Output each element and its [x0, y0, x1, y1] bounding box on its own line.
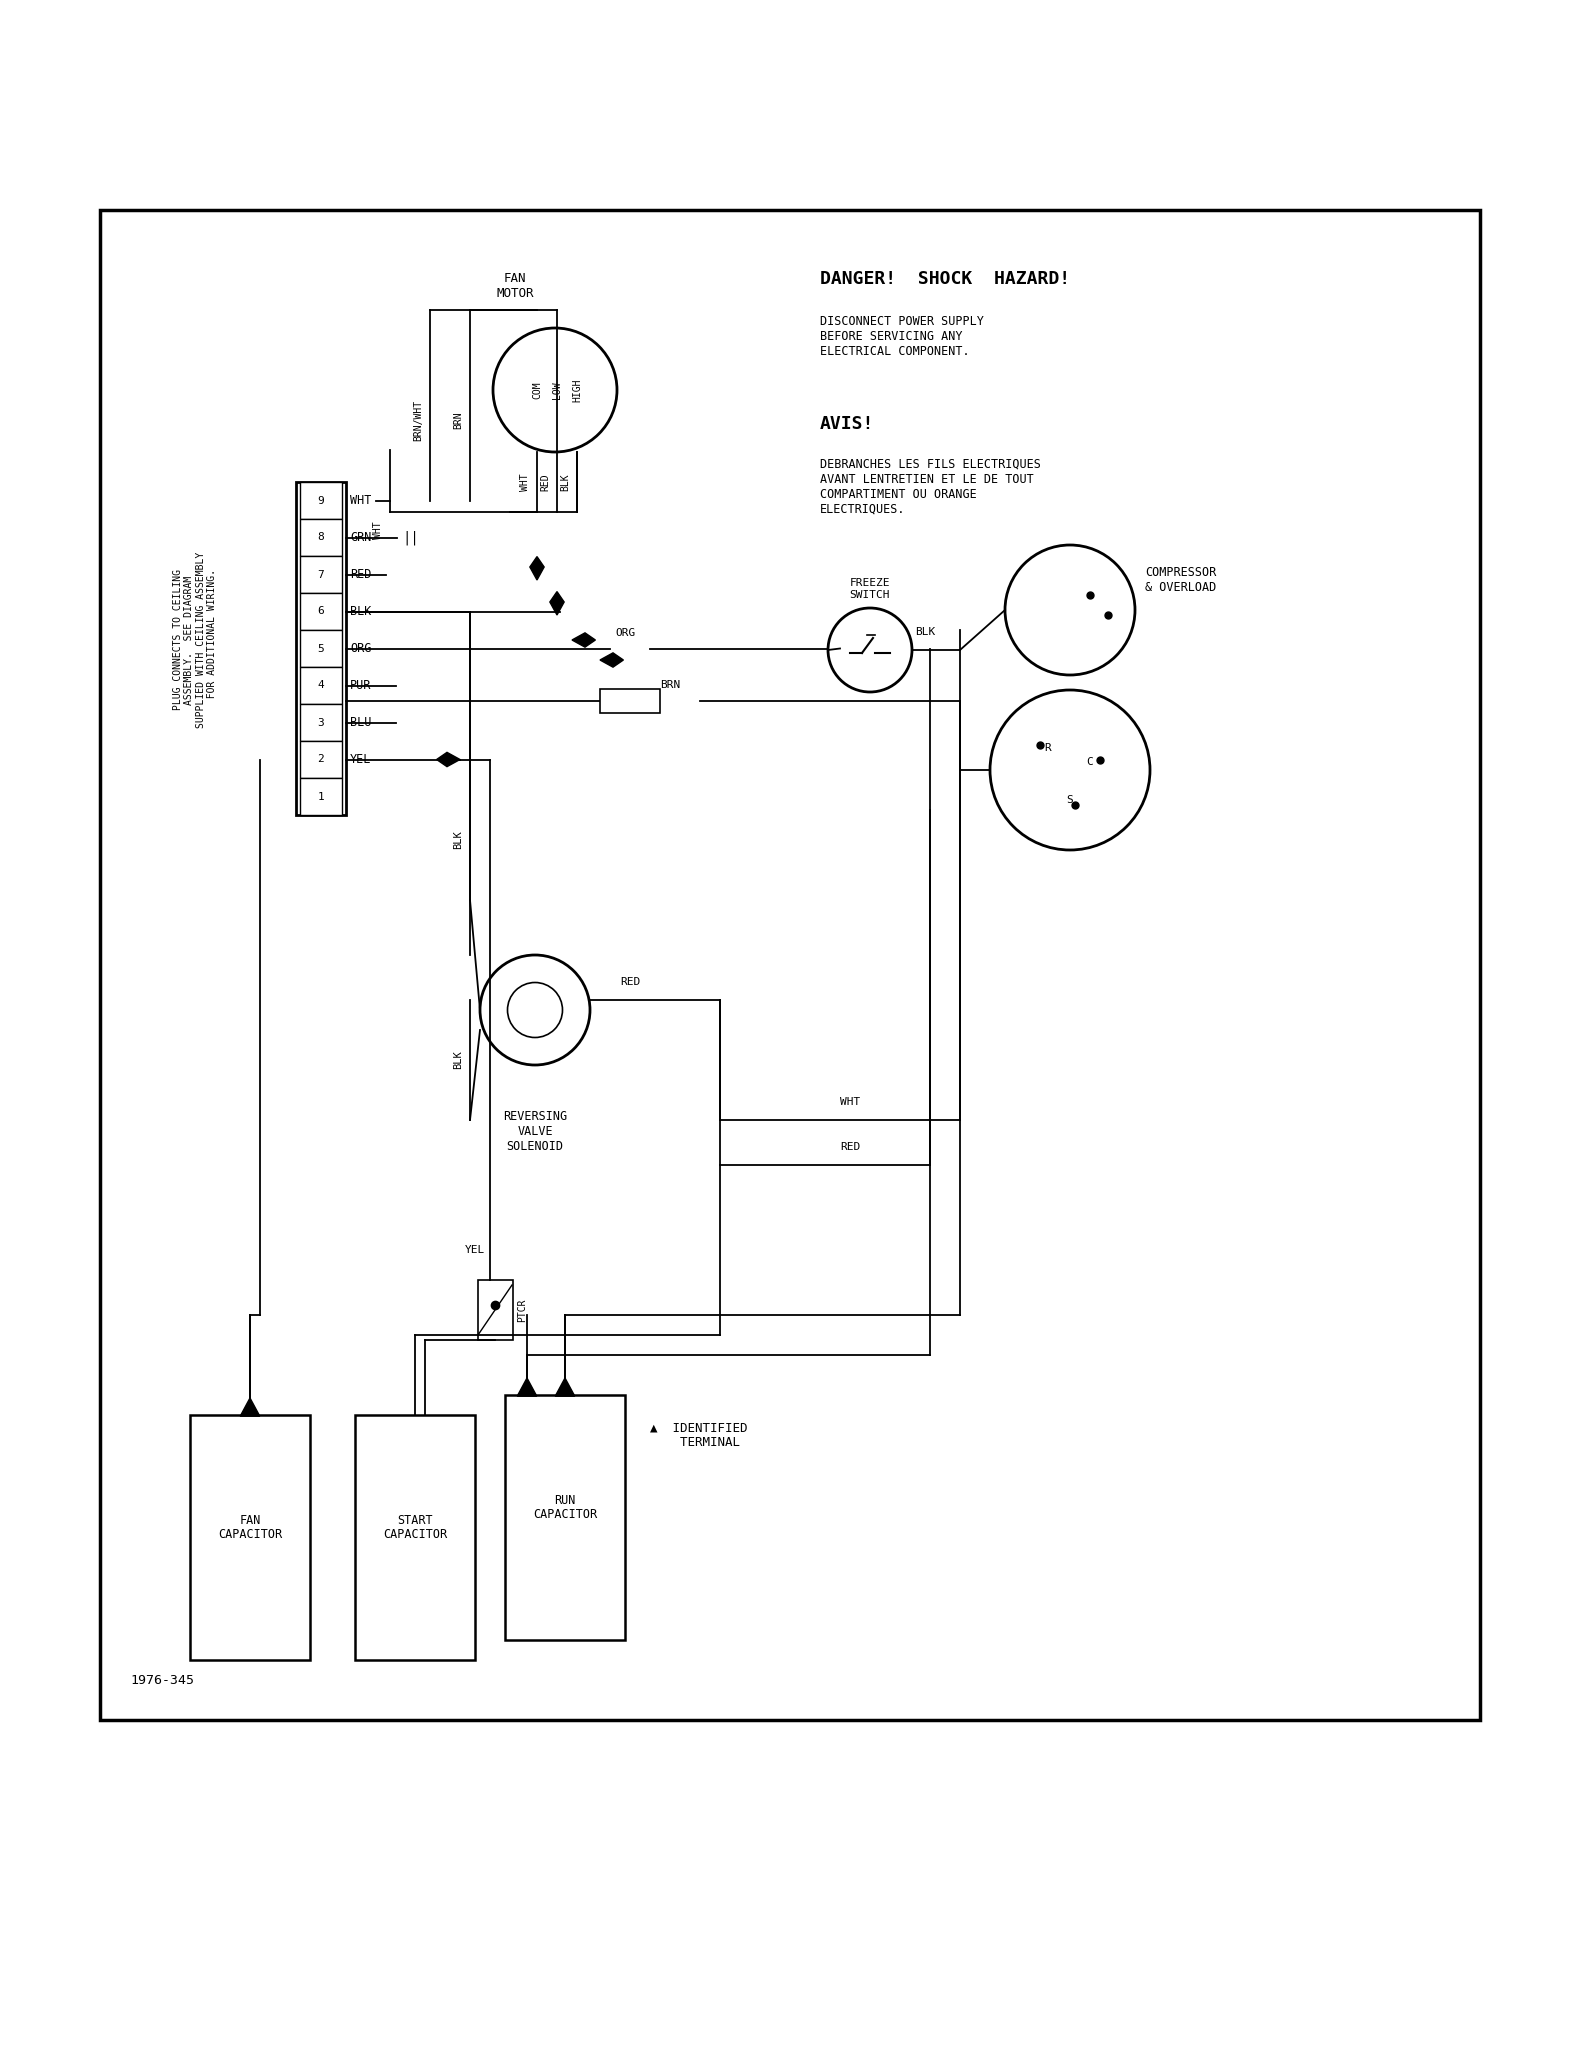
Text: R: R: [1045, 743, 1051, 754]
Bar: [301, 594, 342, 631]
Circle shape: [508, 983, 562, 1038]
Bar: [301, 481, 342, 518]
Text: ORG: ORG: [616, 629, 635, 639]
Text: FAN
MOTOR: FAN MOTOR: [495, 272, 533, 299]
Text: 9: 9: [318, 496, 325, 506]
Polygon shape: [556, 1378, 575, 1397]
Polygon shape: [549, 592, 564, 614]
Text: PTCR: PTCR: [518, 1298, 527, 1321]
Bar: [301, 555, 342, 594]
Text: RED: RED: [621, 977, 640, 987]
Polygon shape: [530, 557, 545, 580]
Bar: [600, 688, 660, 713]
Text: 8: 8: [318, 532, 325, 543]
Bar: [190, 1415, 310, 1661]
Bar: [296, 481, 347, 815]
Text: 4: 4: [318, 680, 325, 690]
Text: 5: 5: [318, 643, 325, 653]
Bar: [301, 741, 342, 778]
Bar: [100, 211, 1480, 1720]
Bar: [301, 631, 342, 668]
Text: BLK: BLK: [453, 1051, 462, 1069]
Text: START
CAPACITOR: START CAPACITOR: [383, 1513, 446, 1542]
Text: FREEZE
SWITCH: FREEZE SWITCH: [850, 578, 890, 600]
Polygon shape: [571, 633, 595, 647]
Text: C: C: [1086, 758, 1094, 768]
Circle shape: [1005, 545, 1135, 676]
Polygon shape: [600, 653, 624, 668]
Text: BLK: BLK: [560, 473, 570, 492]
Circle shape: [492, 328, 617, 453]
Text: COMPRESSOR
& OVERLOAD: COMPRESSOR & OVERLOAD: [1145, 565, 1216, 594]
Text: YEL: YEL: [465, 1245, 484, 1255]
Text: RUN
CAPACITOR: RUN CAPACITOR: [533, 1493, 597, 1522]
Polygon shape: [518, 1378, 537, 1397]
Text: 7: 7: [318, 569, 325, 580]
Text: WHT: WHT: [841, 1098, 860, 1108]
Text: RED: RED: [350, 567, 372, 582]
Text: PUR: PUR: [350, 680, 372, 692]
Bar: [301, 778, 342, 815]
Text: AVIS!: AVIS!: [820, 416, 874, 432]
Text: BLK: BLK: [350, 604, 372, 618]
Text: GRN: GRN: [350, 530, 372, 545]
Text: WHT: WHT: [350, 494, 372, 508]
Circle shape: [989, 690, 1149, 850]
Text: HIGH: HIGH: [571, 379, 583, 401]
Text: BLK: BLK: [915, 627, 936, 637]
Text: RED: RED: [540, 473, 549, 492]
Text: COM: COM: [532, 381, 541, 399]
Text: YEL: YEL: [350, 754, 372, 766]
Text: 3: 3: [318, 717, 325, 727]
Text: WHT: WHT: [519, 473, 530, 492]
Text: BRN/WHT: BRN/WHT: [413, 399, 423, 440]
Text: REVERSING
VALVE
SOLENOID: REVERSING VALVE SOLENOID: [503, 1110, 567, 1153]
Text: FAN
CAPACITOR: FAN CAPACITOR: [218, 1513, 282, 1542]
Text: 1976-345: 1976-345: [130, 1673, 195, 1686]
Text: DEBRANCHES LES FILS ELECTRIQUES
AVANT LENTRETIEN ET LE DE TOUT
COMPARTIMENT OU O: DEBRANCHES LES FILS ELECTRIQUES AVANT LE…: [820, 459, 1042, 516]
Text: ▲  IDENTIFIED
    TERMINAL: ▲ IDENTIFIED TERMINAL: [651, 1421, 747, 1450]
Bar: [301, 668, 342, 705]
Text: DISCONNECT POWER SUPPLY
BEFORE SERVICING ANY
ELECTRICAL COMPONENT.: DISCONNECT POWER SUPPLY BEFORE SERVICING…: [820, 315, 985, 358]
Text: PLUG CONNECTS TO CEILING
ASSEMBLY.  SEE DIAGRAM
SUPPLIED WITH CEILING ASSEMBLY
 : PLUG CONNECTS TO CEILING ASSEMBLY. SEE D…: [173, 551, 217, 729]
Text: S: S: [1067, 795, 1073, 805]
Text: 2: 2: [318, 754, 325, 764]
Text: BRN: BRN: [660, 680, 681, 690]
Text: BRN: BRN: [453, 412, 462, 428]
Circle shape: [480, 954, 590, 1065]
Text: ORG: ORG: [350, 641, 372, 655]
Text: ||: ||: [402, 530, 419, 545]
Text: BLK: BLK: [453, 831, 462, 850]
Bar: [355, 1415, 475, 1661]
Polygon shape: [241, 1399, 260, 1417]
Circle shape: [828, 608, 912, 692]
Bar: [505, 1395, 625, 1640]
Bar: [301, 705, 342, 741]
Text: DANGER!  SHOCK  HAZARD!: DANGER! SHOCK HAZARD!: [820, 270, 1070, 289]
Text: RED: RED: [841, 1143, 860, 1151]
Text: BLU: BLU: [350, 717, 372, 729]
Bar: [301, 518, 342, 555]
Text: WHT: WHT: [374, 520, 383, 539]
Text: 6: 6: [318, 606, 325, 616]
Text: 1: 1: [318, 791, 325, 801]
Text: LOW: LOW: [552, 381, 562, 399]
Polygon shape: [437, 752, 461, 766]
Bar: [478, 1280, 513, 1339]
